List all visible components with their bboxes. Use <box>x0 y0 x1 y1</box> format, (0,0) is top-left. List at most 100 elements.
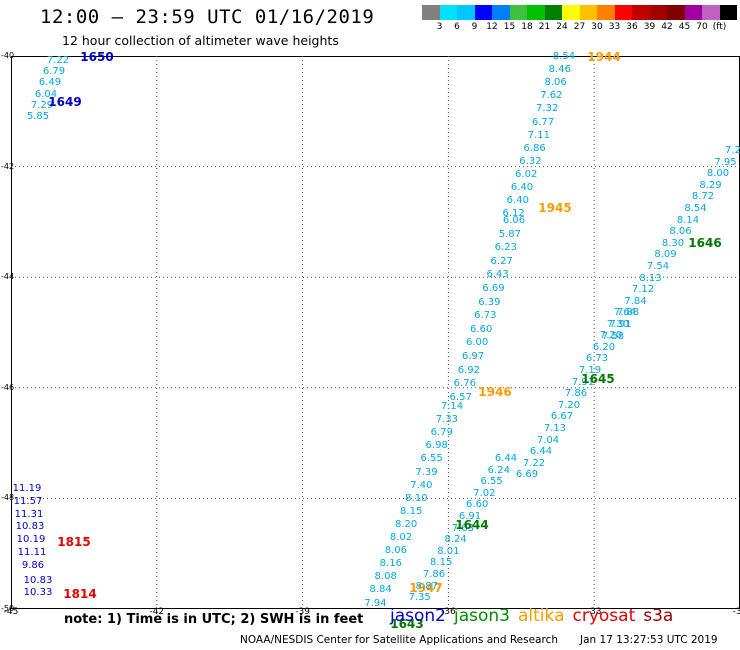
swh-value: 7.86 <box>564 388 588 400</box>
swh-value: 7.63 <box>451 522 474 534</box>
swh-value: 8.15 <box>430 557 453 569</box>
swh-value: 10.19 <box>16 534 46 546</box>
legend-swatch-12 <box>632 5 650 20</box>
swh-value: 6.60 <box>466 499 489 511</box>
legend-swatch-8 <box>562 5 580 20</box>
swh-value: 7.62 <box>540 90 563 102</box>
legend-swatch-10 <box>597 5 615 20</box>
legend-label-16: (ft) <box>712 22 727 32</box>
swh-value: 6.69 <box>515 469 539 481</box>
legend-label-7: 24 <box>556 22 568 32</box>
swh-value: 8.54 <box>684 203 707 214</box>
swh-value: 7.91 <box>571 376 595 388</box>
swh-value: 10.83 <box>15 521 45 533</box>
legend-label-15: 70 <box>696 22 708 32</box>
lon-tick-label: -45 <box>3 607 19 617</box>
swh-value: 9.86 <box>21 559 45 571</box>
swh-value: 10.83 <box>23 575 53 586</box>
swh-value: 11.57 <box>13 495 43 507</box>
swh-value: 7.86 <box>422 569 446 580</box>
swh-value: 7.39 <box>415 466 438 478</box>
legend-label-1: 6 <box>454 22 460 32</box>
lon-tick-label: -33 <box>586 607 602 617</box>
swh-value: 6.77 <box>531 116 555 128</box>
swh-value: 8.84 <box>369 584 392 596</box>
swh-value: 6.55 <box>480 476 503 488</box>
legend-swatch-1 <box>439 5 457 20</box>
swh-value: 7.54 <box>646 261 670 272</box>
swh-value: 7.58 <box>601 330 625 342</box>
units-note: note: 1) Time is in UTC; 2) SWH is in fe… <box>64 612 364 627</box>
lat-tick-label: -46 <box>1 382 15 392</box>
swh-value: 7.04 <box>536 434 560 446</box>
swh-value: 6.12 <box>502 208 525 220</box>
legend-swatch-0 <box>422 5 440 20</box>
legend-swatch-7 <box>544 5 562 20</box>
swh-value: 7.2 <box>725 145 740 156</box>
swh-value: 6.60 <box>470 323 493 335</box>
swh-value: 6.23 <box>494 242 517 254</box>
swh-value: 8.13 <box>639 272 662 284</box>
swh-value: 6.43 <box>486 269 509 281</box>
swh-value: 8.15 <box>400 505 423 517</box>
legend-label-4: 15 <box>503 22 516 32</box>
legend-swatch-9 <box>579 5 597 20</box>
swh-value: 8.72 <box>691 191 715 203</box>
legend-swatch-17 <box>719 5 737 20</box>
swh-value: 11.31 <box>14 508 44 520</box>
lon-tick-label: -42 <box>149 607 165 617</box>
lat-tick-label: -44 <box>1 272 15 282</box>
legend-label-9: 30 <box>591 22 603 32</box>
legend-swatch-15 <box>684 5 702 20</box>
swh-value: 7.14 <box>440 401 464 412</box>
swh-value: 6.67 <box>550 411 574 423</box>
lat-tick-label: -48 <box>1 493 15 503</box>
legend-swatch-16 <box>702 5 720 20</box>
satellite-name-cryosat: cryosat <box>572 606 636 626</box>
pass-time-label: 1643 <box>390 617 424 631</box>
legend-label-14: 45 <box>678 22 691 32</box>
map-panel: -40 -42 -44 -46 -48 -50-45 -42 -39 -36 -33 -30 7.22… <box>1 51 740 630</box>
swh-value: 8.87 <box>415 580 438 592</box>
swh-value: 10.33 <box>23 586 53 598</box>
swh-value: 8.10 <box>405 492 428 504</box>
swh-value: 8.54 <box>552 51 576 62</box>
satellite-name-jason3: jason3 <box>454 606 510 626</box>
legend-label-3: 12 <box>486 22 498 32</box>
legend-swatch-2 <box>457 5 475 20</box>
swh-value: 6.00 <box>465 337 489 349</box>
legend-label-0: 3 <box>436 22 443 32</box>
swh-value: 6.69 <box>482 283 505 294</box>
legend-label-5: 18 <box>521 22 533 32</box>
swh-value: 8.16 <box>379 558 402 570</box>
pass-time-label: 1649 <box>48 95 82 109</box>
pass-time-label: 1947 <box>409 581 443 595</box>
satellite-name-jason2: jason2 <box>390 606 446 626</box>
map-frame <box>11 56 740 609</box>
swh-value: 11.11 <box>17 547 47 558</box>
swh-value: 7.11 <box>527 129 550 141</box>
swh-value: 6.76 <box>453 378 476 390</box>
map-grid <box>11 56 740 609</box>
swh-value: 6.97 <box>461 351 485 362</box>
pass-time-label: 1650 <box>80 50 114 64</box>
lon-tick-label: -30 <box>732 607 740 617</box>
swh-value: 7.40 <box>410 479 433 491</box>
swh-value: 6.02 <box>515 168 538 180</box>
swh-value: 6.92 <box>457 364 481 376</box>
swh-value: 8.09 <box>654 249 677 261</box>
swh-value: 7.20 <box>557 399 581 411</box>
legend-label-12: 39 <box>643 22 656 32</box>
swh-value: 8.14 <box>676 214 700 226</box>
swh-value: 6.27 <box>490 255 513 267</box>
swh-value: 7.13 <box>543 423 567 434</box>
swh-value: 7.12 <box>631 284 655 296</box>
swh-value: 6.44 <box>494 453 518 464</box>
legend-label-6: 21 <box>538 22 551 32</box>
swh-value: 7.33 <box>435 414 459 426</box>
swh-value: 8.46 <box>548 64 571 76</box>
swh-value: 6.39 <box>478 296 501 308</box>
legend-swatch-14 <box>667 5 685 20</box>
swh-value: 7.20 <box>599 330 623 342</box>
legend-label-13: 42 <box>661 22 673 32</box>
